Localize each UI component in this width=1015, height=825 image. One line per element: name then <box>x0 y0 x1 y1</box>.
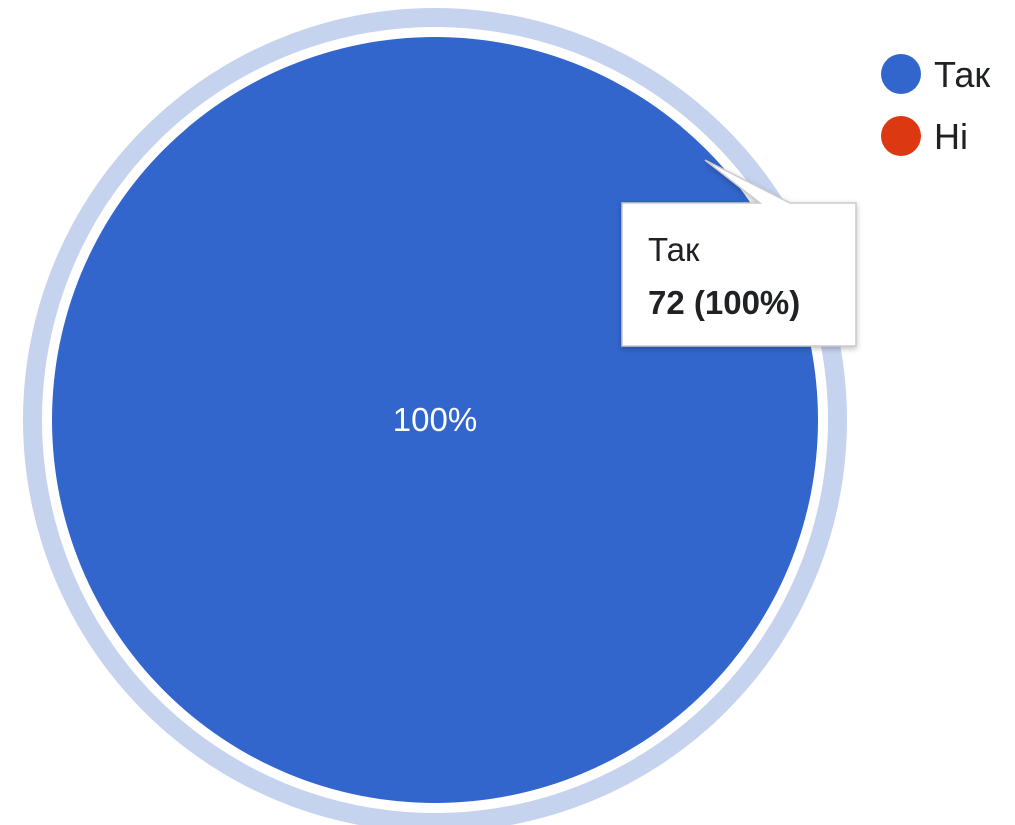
tooltip-category: Так <box>648 231 700 268</box>
legend-label-ni: Ні <box>934 116 968 157</box>
legend-marker-tak <box>881 54 921 94</box>
pie-slice-1-label: 100% <box>393 401 477 438</box>
tooltip-box <box>621 159 857 347</box>
pie-slice-labels: 100% <box>393 401 477 438</box>
chart-tooltip: Так 72 (100%) <box>621 159 857 347</box>
legend-item-ni[interactable]: Ні <box>881 116 968 157</box>
legend-marker-ni <box>881 116 921 156</box>
tooltip-value: 72 (100%) <box>648 284 800 321</box>
legend-label-tak: Так <box>934 54 990 95</box>
chart-legend: Так Ні <box>881 54 990 157</box>
legend-item-tak[interactable]: Так <box>881 54 990 95</box>
